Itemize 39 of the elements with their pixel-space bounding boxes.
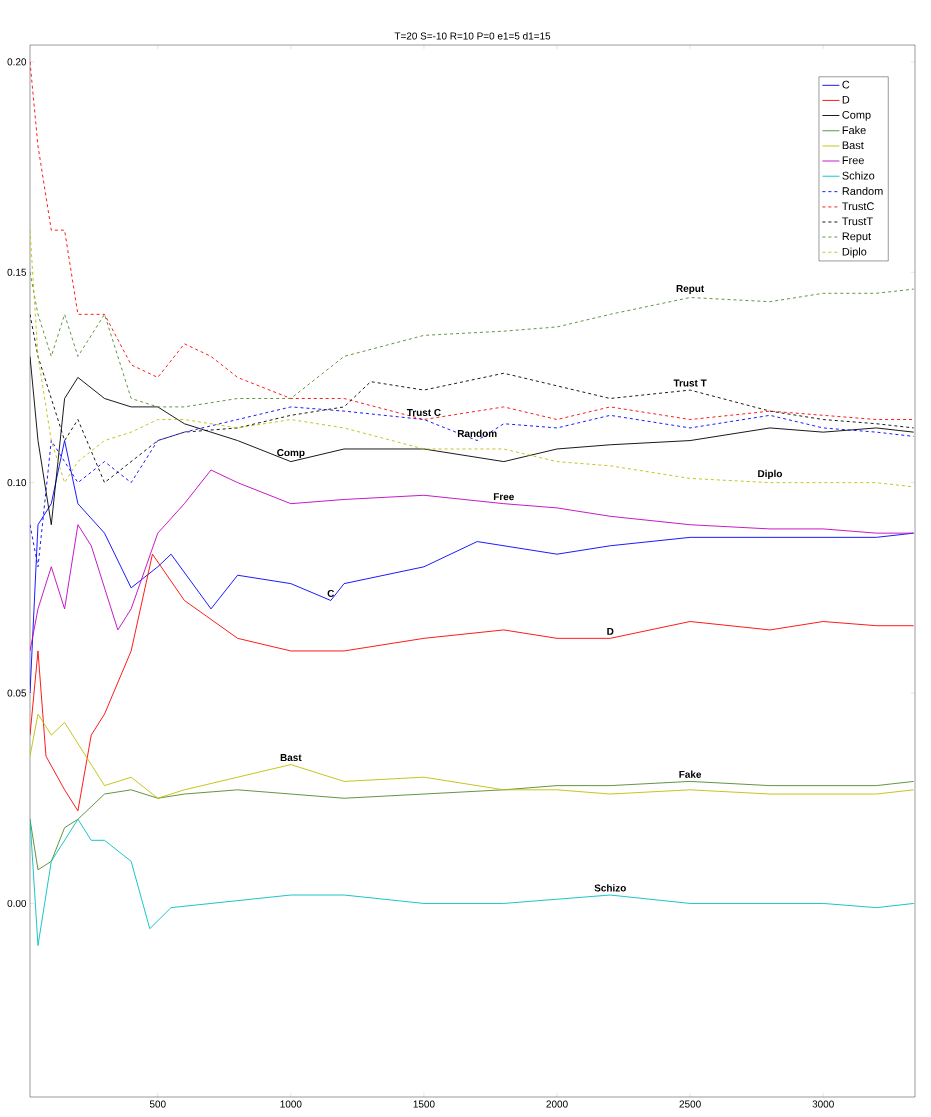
legend-label: Fake — [842, 126, 866, 135]
annotation: Random — [457, 429, 497, 438]
annotation: Bast — [280, 754, 302, 762]
legend-label: Comp — [842, 110, 871, 121]
annotation: Schizo — [594, 884, 626, 892]
chart-title: T=20 S=-10 R=10 P=0 e1=5 d1=15 — [394, 32, 551, 40]
annotation: Comp — [277, 449, 305, 459]
y-tick-label: 0.10 — [7, 479, 27, 487]
legend-label: Bast — [842, 141, 864, 150]
legend-label: C — [842, 80, 850, 89]
x-tick-label: 500 — [149, 1100, 166, 1108]
x-tick-label: 2000 — [546, 1100, 568, 1108]
legend-label: D — [842, 95, 850, 104]
legend-label: Reput — [842, 232, 872, 243]
annotation: Free — [493, 493, 514, 501]
annotation: Reput — [676, 285, 705, 294]
annotation: Trust C — [406, 408, 441, 416]
legend-label: Diplo — [842, 247, 867, 258]
legend-label: TrustC — [842, 202, 874, 211]
x-tick-label: 2500 — [679, 1100, 701, 1108]
y-tick-label: 0.20 — [7, 58, 27, 66]
x-tick-label: 1500 — [413, 1100, 435, 1108]
x-tick-label: 3000 — [812, 1100, 834, 1108]
legend-label: Random — [842, 186, 883, 195]
annotation: C — [327, 589, 335, 597]
line-series — [30, 61, 915, 420]
legend-label: Free — [842, 156, 864, 165]
legend-label: Schizo — [842, 171, 875, 180]
annotation: Diplo — [758, 469, 783, 480]
legend-label: TrustT — [842, 217, 873, 226]
line-series — [30, 553, 915, 812]
annotation: Trust T — [673, 379, 707, 387]
x-tick-label: 1000 — [280, 1100, 302, 1108]
annotation: Fake — [679, 770, 702, 778]
annotation: D — [607, 627, 614, 635]
y-tick-label: 0.00 — [7, 899, 27, 907]
y-tick-label: 0.05 — [7, 689, 27, 697]
line-series — [30, 271, 915, 408]
y-tick-label: 0.15 — [7, 268, 27, 276]
